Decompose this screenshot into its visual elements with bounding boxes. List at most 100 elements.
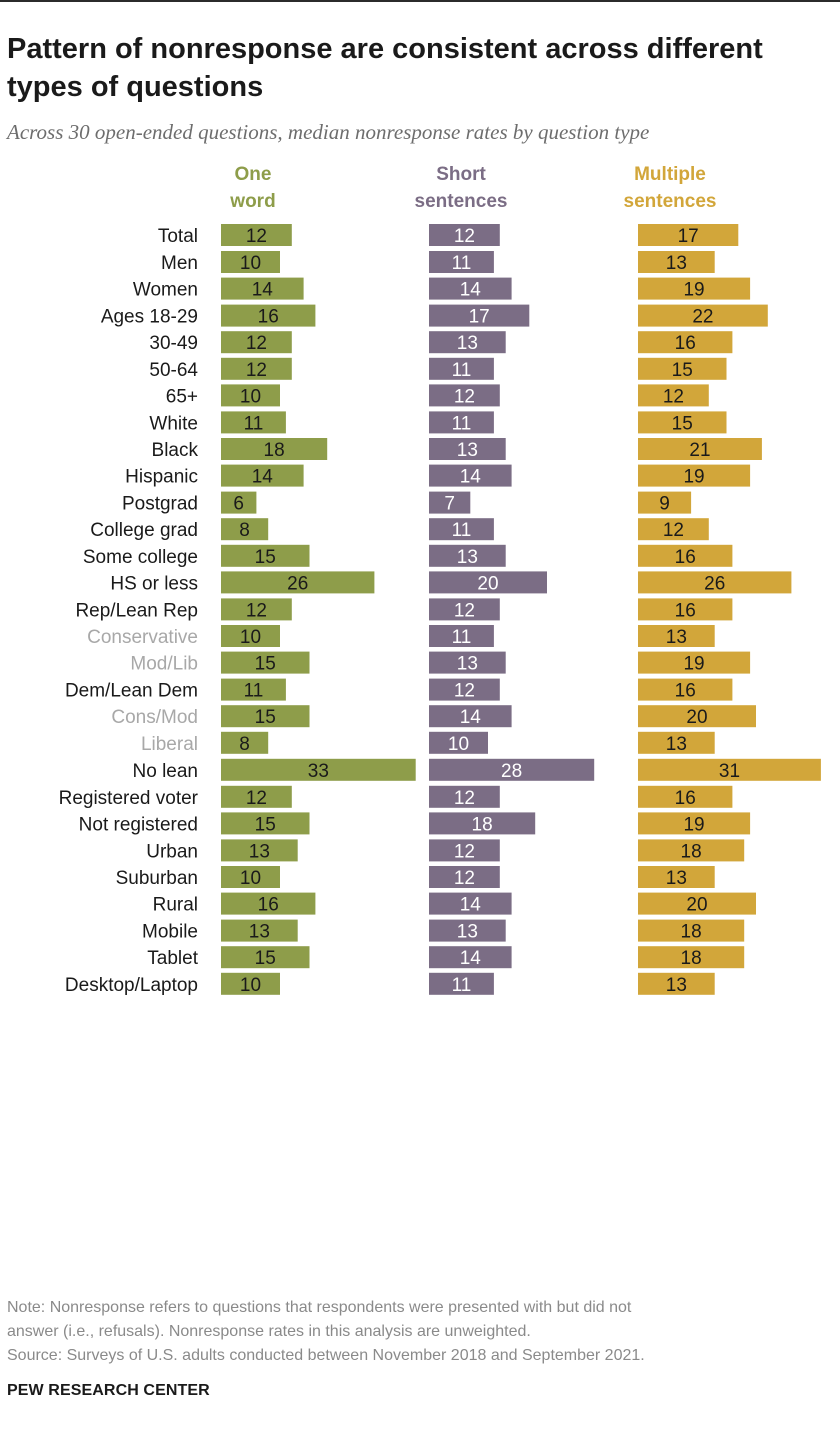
data-label-one-word: 16 bbox=[258, 895, 279, 916]
data-label-one-word: 12 bbox=[246, 226, 267, 247]
bar-short-sentences bbox=[429, 678, 500, 701]
data-label-short-sentences: 20 bbox=[477, 573, 498, 594]
data-label-one-word: 12 bbox=[246, 360, 267, 381]
row-label: 65+ bbox=[166, 386, 198, 407]
data-label-short-sentences: 11 bbox=[452, 413, 472, 434]
bar-multiple-sentences bbox=[638, 277, 751, 300]
bar-multiple-sentences bbox=[638, 705, 756, 728]
bar-one-word bbox=[221, 384, 280, 407]
bar-short-sentences bbox=[429, 411, 494, 434]
row-label: Mod/Lib bbox=[130, 654, 198, 675]
column-header-multiple-sentences: sentences bbox=[624, 191, 717, 212]
bar-short-sentences bbox=[429, 651, 506, 674]
bar-multiple-sentences bbox=[638, 651, 751, 674]
bar-multiple-sentences bbox=[638, 438, 762, 460]
data-label-one-word: 15 bbox=[255, 948, 276, 969]
data-label-multiple-sentences: 19 bbox=[683, 467, 704, 488]
data-label-multiple-sentences: 26 bbox=[704, 573, 725, 594]
data-label-multiple-sentences: 17 bbox=[678, 226, 699, 247]
bar-multiple-sentences bbox=[638, 544, 733, 567]
bar-one-word bbox=[221, 251, 280, 273]
data-label-short-sentences: 18 bbox=[472, 814, 493, 835]
bar-multiple-sentences bbox=[638, 919, 745, 942]
row-label: Cons/Mod bbox=[111, 707, 198, 728]
data-label-multiple-sentences: 20 bbox=[686, 895, 707, 916]
row-label: Postgrad bbox=[122, 494, 198, 515]
bar-one-word bbox=[221, 946, 310, 969]
bar-one-word bbox=[221, 411, 286, 434]
bar-multiple-sentences bbox=[638, 571, 792, 594]
bar-short-sentences bbox=[429, 464, 512, 487]
data-label-short-sentences: 17 bbox=[469, 307, 490, 328]
bar-one-word bbox=[221, 571, 375, 594]
row-label: Desktop/Laptop bbox=[65, 975, 198, 996]
bar-multiple-sentences bbox=[638, 357, 727, 380]
bar-one-word bbox=[221, 678, 286, 701]
bar-multiple-sentences bbox=[638, 972, 715, 995]
data-label-short-sentences: 12 bbox=[454, 868, 475, 889]
data-label-multiple-sentences: 19 bbox=[683, 280, 704, 301]
data-label-short-sentences: 12 bbox=[454, 226, 475, 247]
bar-multiple-sentences bbox=[638, 464, 751, 487]
data-label-multiple-sentences: 18 bbox=[681, 922, 702, 943]
bar-short-sentences bbox=[429, 866, 500, 888]
row-label: Rural bbox=[153, 895, 198, 916]
bar-one-word bbox=[221, 731, 269, 754]
data-label-multiple-sentences: 19 bbox=[683, 814, 704, 835]
data-label-one-word: 33 bbox=[308, 761, 329, 782]
bar-short-sentences bbox=[429, 705, 512, 728]
data-label-one-word: 14 bbox=[252, 467, 274, 488]
data-label-multiple-sentences: 22 bbox=[692, 307, 713, 328]
data-label-multiple-sentences: 9 bbox=[659, 494, 670, 515]
data-label-short-sentences: 13 bbox=[457, 922, 478, 943]
data-label-one-word: 18 bbox=[264, 440, 285, 461]
data-label-multiple-sentences: 16 bbox=[675, 600, 696, 621]
bar-multiple-sentences bbox=[638, 411, 727, 434]
row-label: Hispanic bbox=[125, 467, 198, 488]
bar-one-word bbox=[221, 331, 292, 354]
chart-title: Pattern of nonresponse are consistent ac… bbox=[7, 33, 763, 103]
data-label-short-sentences: 11 bbox=[452, 975, 472, 996]
data-label-one-word: 16 bbox=[258, 307, 279, 328]
bar-short-sentences bbox=[429, 785, 500, 808]
data-label-multiple-sentences: 16 bbox=[675, 333, 696, 354]
data-label-one-word: 13 bbox=[249, 922, 270, 943]
bar-short-sentences bbox=[429, 812, 536, 835]
data-label-short-sentences: 14 bbox=[460, 895, 482, 916]
data-label-short-sentences: 12 bbox=[454, 386, 475, 407]
data-label-one-word: 8 bbox=[239, 520, 250, 541]
bar-multiple-sentences bbox=[638, 224, 739, 246]
source-line: Source: Surveys of U.S. adults conducted… bbox=[7, 1347, 645, 1364]
data-label-multiple-sentences: 21 bbox=[689, 440, 710, 461]
bar-multiple-sentences bbox=[638, 946, 745, 969]
data-label-one-word: 11 bbox=[244, 413, 264, 434]
column-header-multiple-sentences: Multiple bbox=[634, 164, 706, 185]
row-label: Tablet bbox=[147, 948, 198, 969]
data-label-short-sentences: 14 bbox=[460, 280, 482, 301]
data-label-short-sentences: 12 bbox=[454, 841, 475, 862]
bar-one-word bbox=[221, 357, 292, 380]
bar-chart: One word Short sentences Multiple sentences To… bbox=[59, 164, 821, 996]
data-label-one-word: 12 bbox=[246, 600, 267, 621]
bar-one-word bbox=[221, 919, 298, 942]
bar-one-word bbox=[221, 705, 310, 728]
data-label-multiple-sentences: 16 bbox=[675, 681, 696, 702]
row-label: Men bbox=[161, 253, 198, 274]
bar-one-word bbox=[221, 304, 316, 327]
bar-one-word bbox=[221, 651, 310, 674]
bar-multiple-sentences bbox=[638, 731, 715, 754]
bar-one-word bbox=[221, 839, 298, 862]
data-label-short-sentences: 13 bbox=[457, 440, 478, 461]
data-label-one-word: 10 bbox=[240, 868, 261, 889]
row-label: College grad bbox=[90, 520, 198, 541]
note-line-1: Note: Nonresponse refers to questions th… bbox=[7, 1299, 632, 1316]
bar-short-sentences bbox=[429, 731, 488, 754]
row-label: Not registered bbox=[79, 814, 198, 835]
bar-one-word bbox=[221, 464, 304, 487]
data-label-multiple-sentences: 31 bbox=[719, 761, 740, 782]
data-label-short-sentences: 12 bbox=[454, 788, 475, 809]
bar-short-sentences bbox=[429, 438, 506, 460]
bar-one-word bbox=[221, 758, 416, 781]
data-label-multiple-sentences: 15 bbox=[672, 413, 693, 434]
data-label-short-sentences: 14 bbox=[460, 948, 482, 969]
